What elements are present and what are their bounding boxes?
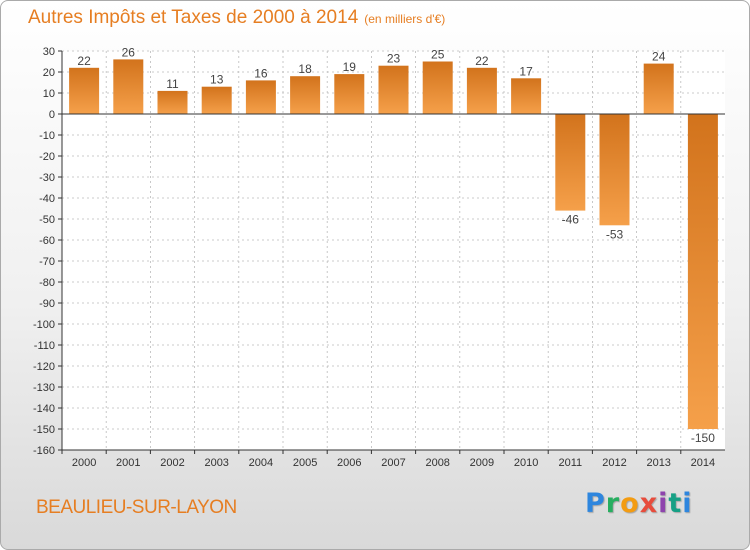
y-tick-label: -30 <box>39 172 55 184</box>
y-tick-label: 30 <box>43 46 55 58</box>
data-label: -46 <box>562 213 580 227</box>
bar <box>555 114 586 211</box>
commune-name: BEAULIEU-SUR-LAYON <box>36 497 237 518</box>
bar <box>643 63 674 114</box>
logo-letter: P <box>585 488 606 519</box>
proxiti-logo: Proxiti <box>585 488 693 519</box>
bar <box>157 90 188 114</box>
y-tick-label: -90 <box>39 298 55 310</box>
y-tick-label: -110 <box>34 340 55 352</box>
x-tick-label: 2008 <box>425 457 449 469</box>
bar <box>422 61 453 114</box>
x-tick-label: 2002 <box>160 457 184 469</box>
x-tick-label: 2004 <box>249 457 273 469</box>
x-tick-label: 2001 <box>116 457 140 469</box>
chart-title: Autres Impôts et Taxes de 2000 à 2014 (en… <box>28 7 445 29</box>
data-label: -150 <box>691 431 715 445</box>
x-tick-label: 2010 <box>514 457 538 469</box>
data-label: 24 <box>652 50 666 64</box>
y-tick-label: 10 <box>43 88 55 100</box>
y-tick-label: -20 <box>39 151 55 163</box>
x-tick-label: 2007 <box>381 457 405 469</box>
data-label: 22 <box>475 54 489 68</box>
x-tick-label: 2013 <box>646 457 670 469</box>
logo-letter: i <box>682 488 693 519</box>
data-label: 17 <box>519 64 533 78</box>
logo-letter: i <box>658 488 669 519</box>
y-tick-label: -100 <box>33 319 55 331</box>
y-tick-label: -120 <box>33 361 55 373</box>
logo-letter: x <box>639 488 659 519</box>
y-tick-label: -140 <box>33 403 55 415</box>
x-tick-label: 2009 <box>470 457 494 469</box>
bars <box>69 59 718 429</box>
bar <box>113 59 144 114</box>
grid-lines <box>62 50 725 451</box>
x-tick-label: 2005 <box>293 457 317 469</box>
x-tick-label: 2003 <box>204 457 228 469</box>
bar <box>334 74 365 114</box>
y-tick-label: -10 <box>39 130 55 142</box>
bar <box>466 67 497 114</box>
y-tick-label: -150 <box>33 424 55 436</box>
logo-letter: o <box>620 488 640 519</box>
y-tick-label: -50 <box>39 214 55 226</box>
data-label: 13 <box>210 73 224 87</box>
bar <box>378 65 409 114</box>
data-labels: 22 26 11 13 16 18 19 23 25 22 17 -46 -53 24 -150 <box>77 45 715 445</box>
x-tick-label: 2006 <box>337 457 361 469</box>
bar <box>245 80 276 114</box>
data-label: 26 <box>122 45 136 59</box>
y-tick-label: -40 <box>39 193 55 205</box>
x-tick-label: 2012 <box>602 457 626 469</box>
data-label: 18 <box>298 62 312 76</box>
logo-letter: t <box>668 488 683 519</box>
x-tick-label: 2014 <box>691 457 715 469</box>
data-label: -53 <box>606 227 624 241</box>
data-label: 22 <box>77 54 91 68</box>
y-tick-label: 20 <box>43 67 55 79</box>
logo-letter: r <box>605 488 621 519</box>
chart-title-unit: (en milliers d'€) <box>364 12 446 26</box>
data-label: 11 <box>166 77 179 91</box>
x-tick-label: 2000 <box>72 457 96 469</box>
bar <box>201 86 232 114</box>
y-tick-label: 0 <box>49 109 55 121</box>
bar <box>69 67 100 114</box>
data-label: 19 <box>343 60 357 74</box>
data-label: 25 <box>431 48 445 62</box>
y-tick-label: -60 <box>39 235 55 247</box>
data-label: 23 <box>387 52 401 66</box>
x-tick-label: 2011 <box>558 457 582 469</box>
axes: 3020100-10-20-30-40-50-60-70-80-90-100-1… <box>33 46 725 469</box>
y-tick-label: -130 <box>33 382 55 394</box>
chart-title-text: Autres Impôts et Taxes de 2000 à 2014 <box>28 7 359 28</box>
bar <box>599 114 630 226</box>
y-tick-label: -70 <box>39 256 55 268</box>
data-label: 16 <box>254 66 268 80</box>
y-tick-label: -80 <box>39 277 55 289</box>
y-tick-label: -160 <box>33 445 55 457</box>
bar <box>511 78 542 114</box>
bar <box>290 76 321 114</box>
bar <box>687 114 718 429</box>
